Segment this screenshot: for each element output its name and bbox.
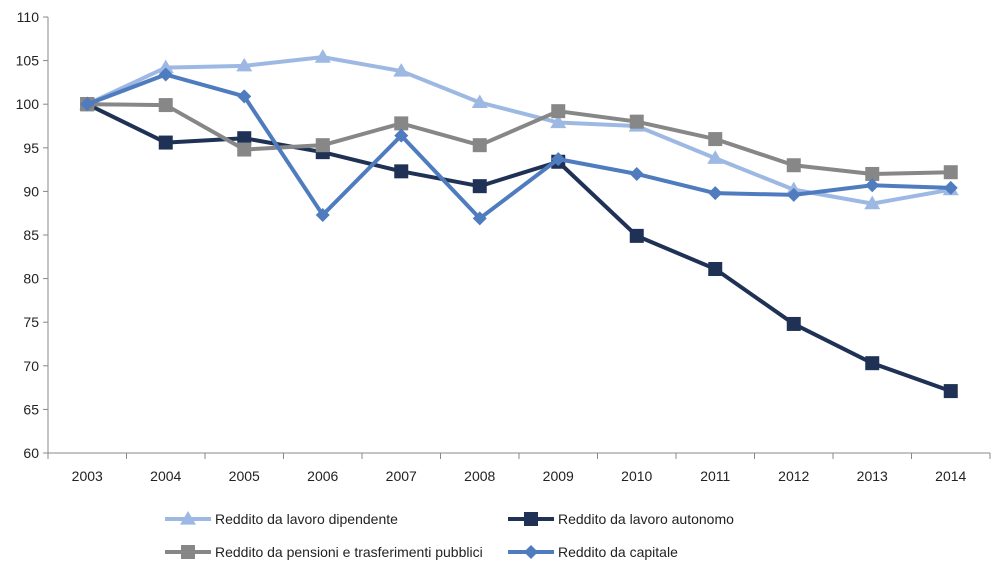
data-point [157, 59, 174, 74]
legend-marker [524, 545, 538, 559]
data-point [786, 316, 801, 331]
data-point [865, 356, 880, 371]
y-axis: 60 65 70 75 80 85 90 95 100 105 110 [16, 9, 49, 461]
data-point [708, 132, 723, 147]
legend-label: Reddito da lavoro autonomo [558, 511, 734, 527]
y-tick-label: 105 [16, 53, 40, 69]
x-tick-label: 2007 [386, 468, 417, 484]
legend-label: Reddito da lavoro dipendente [215, 511, 398, 527]
y-tick-label: 90 [23, 183, 39, 199]
x-tick-label: 2008 [464, 468, 495, 484]
data-point [472, 138, 487, 153]
data-point [237, 131, 252, 146]
y-tick-label: 75 [23, 314, 39, 330]
y-tick-label: 70 [23, 358, 39, 374]
series-layer [79, 49, 959, 399]
series-reddito-da-capitale [80, 67, 958, 226]
data-point [550, 114, 567, 129]
data-point [472, 179, 487, 194]
data-point [943, 180, 958, 195]
data-point [394, 116, 409, 131]
legend-label: Reddito da capitale [558, 544, 678, 560]
x-tick-label: 2004 [150, 468, 181, 484]
x-tick-label: 2006 [307, 468, 338, 484]
legend-label: Reddito da pensioni e trasferimenti pubb… [215, 544, 483, 560]
y-tick-label: 110 [17, 9, 40, 25]
data-point [864, 195, 881, 210]
data-point [237, 142, 252, 157]
data-point [471, 94, 488, 109]
legend-marker [181, 545, 195, 559]
legend-marker [180, 511, 196, 525]
y-tick-label: 65 [23, 401, 39, 417]
data-point [865, 178, 880, 193]
data-point [551, 104, 566, 119]
x-tick-label: 2011 [700, 468, 730, 484]
data-point [707, 150, 724, 164]
data-point [551, 152, 566, 167]
x-tick-label: 2005 [229, 468, 260, 484]
y-tick-label: 60 [23, 445, 39, 461]
series-line [86, 55, 952, 206]
data-point [315, 138, 330, 153]
data-point [393, 63, 410, 77]
data-point [629, 166, 644, 181]
x-tick-label: 2003 [72, 468, 103, 484]
y-tick-label: 80 [23, 271, 39, 287]
series-line [87, 102, 951, 176]
data-point [786, 158, 801, 173]
y-tick-label: 100 [16, 96, 40, 112]
legend-item-reddito-da-pensioni-e-trasferimenti-pubblici: Reddito da pensioni e trasferimenti pubb… [165, 544, 483, 560]
data-point [629, 228, 644, 243]
data-point [80, 97, 95, 112]
legend-item-reddito-da-capitale: Reddito da capitale [508, 544, 678, 560]
data-point [865, 166, 880, 181]
x-axis: 2003 2004 2005 2006 2007 2008 2009 2010 2011 2012… [47, 452, 991, 484]
data-point [394, 128, 409, 143]
data-point [943, 165, 958, 180]
data-point [629, 114, 644, 129]
data-point [786, 187, 801, 202]
data-point [236, 57, 253, 72]
series-line [86, 72, 951, 221]
x-tick-label: 2009 [543, 468, 574, 484]
legend: Reddito da lavoro dipendente Reddito da l… [165, 511, 734, 560]
data-point [708, 262, 723, 277]
y-tick-label: 85 [23, 227, 39, 243]
x-tick-label: 2010 [621, 468, 652, 484]
data-point [314, 49, 331, 63]
x-tick-label: 2014 [935, 468, 966, 484]
data-point [237, 89, 252, 104]
data-point [708, 186, 723, 201]
data-point [158, 67, 173, 82]
legend-item-reddito-da-lavoro-autonomo: Reddito da lavoro autonomo [508, 511, 734, 527]
series-line [86, 102, 952, 393]
data-point [472, 211, 487, 226]
legend-marker [524, 512, 538, 526]
x-tick-label: 2012 [778, 468, 809, 484]
data-point [158, 98, 173, 113]
y-tick-label: 95 [23, 140, 39, 156]
data-point [315, 207, 330, 222]
legend-item-reddito-da-lavoro-dipendente: Reddito da lavoro dipendente [165, 511, 398, 527]
x-tick-label: 2013 [857, 468, 888, 484]
series-reddito-da-lavoro-autonomo [80, 97, 958, 399]
data-point [943, 384, 958, 399]
data-point [394, 164, 409, 179]
data-point [158, 135, 173, 150]
